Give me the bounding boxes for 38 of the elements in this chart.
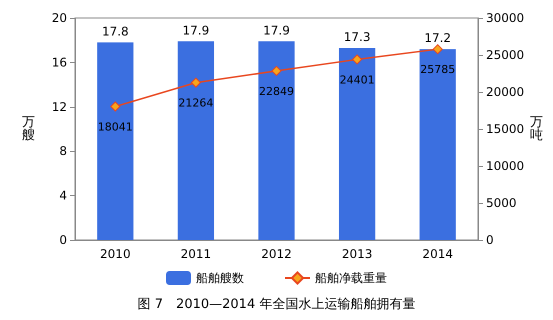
y-tick-label: 8 [59,144,67,158]
y-tick-label: 16 [52,55,67,70]
legend-label: 船舶净载重量 [315,271,387,285]
y2-tick-label: 5000 [486,196,517,210]
y2-tick-label: 0 [486,233,494,247]
y-tick-label: 12 [52,100,67,114]
y-tick-label: 0 [59,233,67,247]
x-tick-label: 2014 [422,247,453,261]
data-label: 17.9 [263,23,290,38]
y-tick-label: 20 [52,11,67,25]
data-label: 24401 [340,73,375,86]
y2-tick-label: 30000 [486,11,524,25]
y-tick-label: 4 [59,188,67,203]
x-tick-label: 2010 [100,247,131,261]
point [432,44,443,54]
y-axis-title: 万艘 [22,115,35,143]
legend-label: 船舶艘数 [196,271,244,285]
x-tick-label: 2011 [180,247,212,261]
data-label: 17.3 [344,30,370,44]
point [190,78,201,88]
data-label: 25785 [420,63,456,76]
data-label: 21264 [178,96,214,110]
y2-tick-label: 10000 [486,159,524,173]
x-tick-label: 2012 [261,247,292,261]
point [110,101,120,112]
y2-tick-label: 20000 [486,85,524,99]
data-label: 22849 [259,84,294,98]
data-label: 17.2 [424,31,452,46]
data-label: 17.8 [102,24,129,38]
point [352,54,362,64]
point [272,66,282,76]
y2-tick-label: 15000 [486,122,524,136]
y2-tick-label: 25000 [486,48,524,62]
text: 图 7 2010—2014 年全国水上运输船舶拥有量 [138,297,416,312]
data-label: 17.9 [182,23,210,38]
data-label: 18041 [98,120,133,134]
y2-axis-title: 万吨 [530,115,544,143]
x-tick-label: 2013 [342,247,372,261]
